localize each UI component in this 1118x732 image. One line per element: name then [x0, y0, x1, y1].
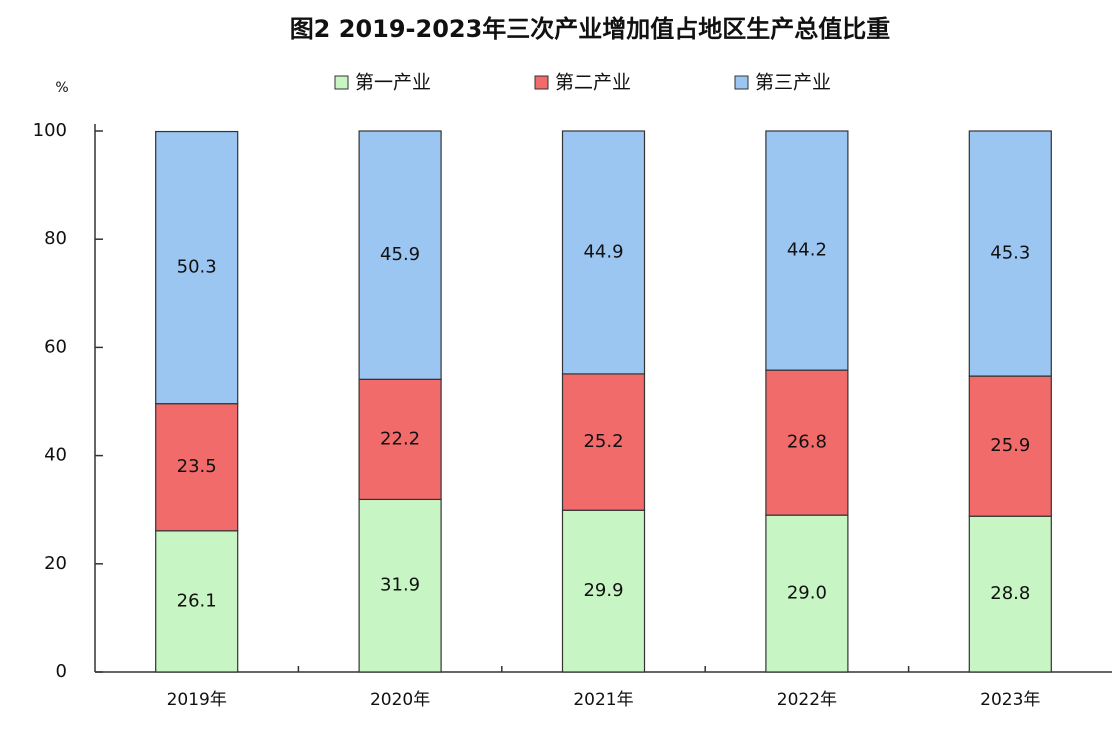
y-axis-label: %	[55, 80, 68, 96]
x-tick-label: 2021年	[573, 690, 633, 710]
y-tick-label: 0	[56, 661, 67, 682]
x-tick-label: 2023年	[980, 690, 1040, 710]
bar-segment	[765, 369, 849, 516]
bar-segment	[561, 373, 646, 511]
y-tick-label: 100	[33, 120, 67, 141]
legend-label: 第二产业	[555, 72, 631, 94]
bar-segment	[358, 130, 442, 380]
value-label: 45.9	[380, 244, 420, 265]
legend-swatch	[734, 75, 749, 90]
x-tick-label: 2022年	[777, 690, 837, 710]
value-label: 45.3	[990, 243, 1030, 264]
x-tick-label: 2020年	[370, 690, 430, 710]
bar-segment	[358, 378, 442, 501]
y-tick-label: 80	[44, 228, 67, 249]
legend-swatch	[534, 75, 549, 90]
chart-title: 图2 2019-2023年三次产业增加值占地区生产总值比重	[290, 15, 891, 43]
value-label: 31.9	[380, 575, 420, 596]
bar-segment	[155, 530, 239, 673]
bar-segment	[765, 514, 849, 673]
value-label: 26.8	[787, 432, 827, 453]
value-label: 22.2	[380, 428, 420, 449]
value-label: 25.9	[990, 435, 1030, 456]
bar-segment	[155, 130, 239, 405]
value-label: 29.9	[583, 580, 623, 601]
value-label: 44.2	[787, 240, 827, 261]
value-label: 44.9	[583, 241, 623, 262]
bar-segment	[765, 130, 849, 371]
y-tick-label: 20	[44, 553, 67, 574]
bar-segment	[155, 403, 239, 532]
bar-segment	[358, 498, 442, 673]
bar-segment	[561, 130, 646, 375]
y-tick-label: 60	[44, 336, 67, 357]
value-label: 26.1	[177, 590, 217, 611]
y-tick-label: 40	[44, 445, 67, 466]
legend-swatch	[334, 75, 349, 90]
value-label: 50.3	[177, 257, 217, 278]
value-label: 29.0	[787, 583, 827, 604]
value-label: 23.5	[177, 456, 217, 477]
bar-segment	[968, 375, 1052, 517]
bar-segment	[968, 515, 1052, 673]
bar-segment	[968, 130, 1052, 377]
bar-segment	[561, 509, 646, 673]
legend-label: 第三产业	[755, 72, 831, 94]
x-tick-label: 2019年	[167, 690, 227, 710]
value-label: 25.2	[583, 431, 623, 452]
legend-label: 第一产业	[355, 72, 431, 94]
value-label: 28.8	[990, 583, 1030, 604]
